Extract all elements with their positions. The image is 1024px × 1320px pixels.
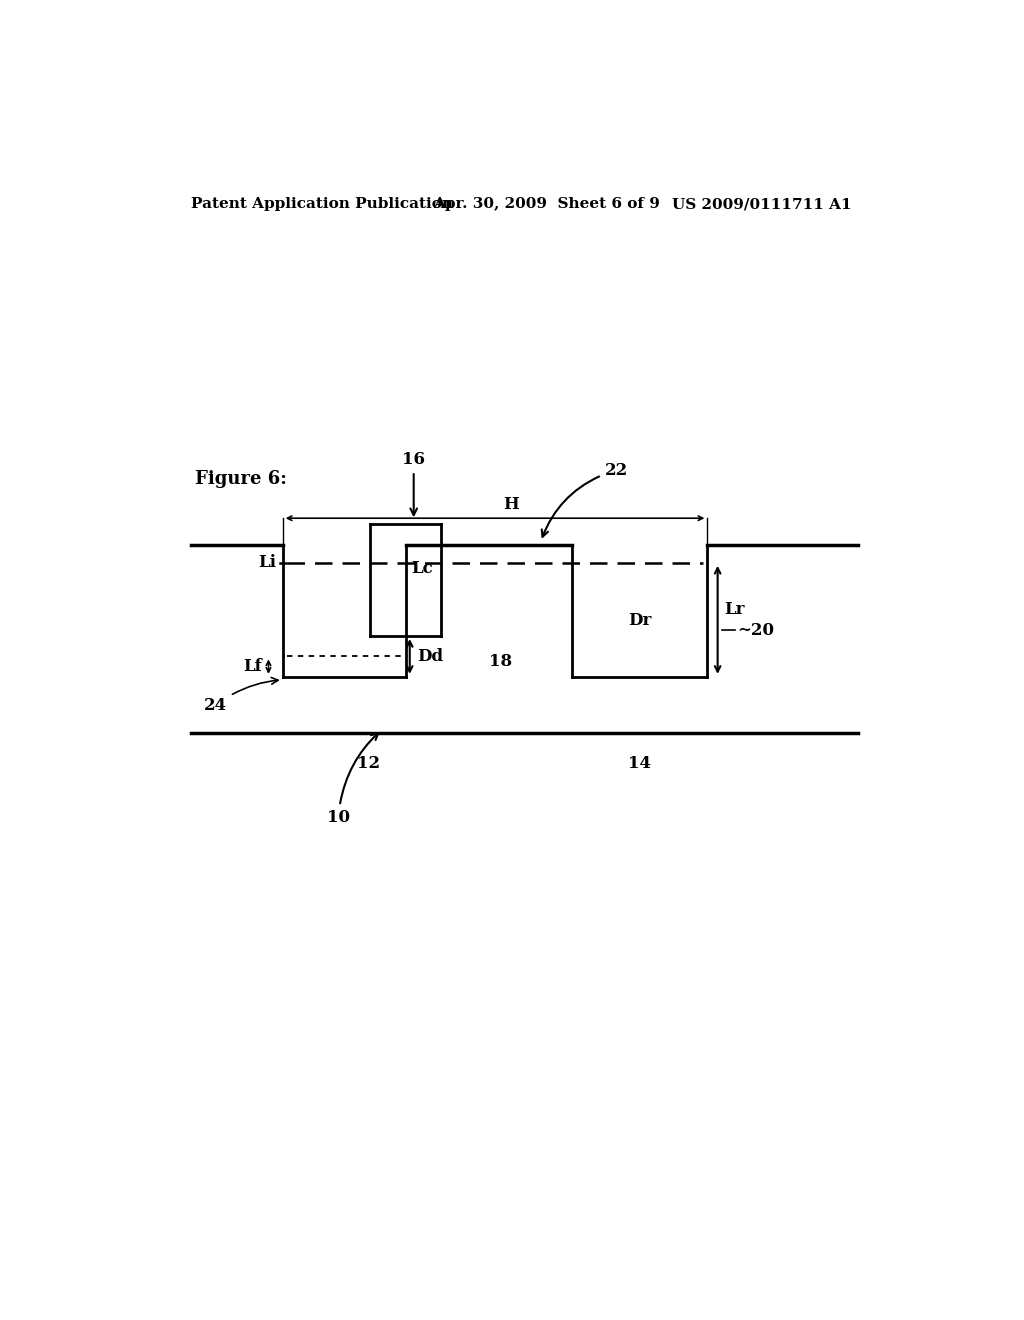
- Text: Lr: Lr: [724, 601, 744, 618]
- Text: 12: 12: [356, 755, 380, 772]
- Text: Apr. 30, 2009  Sheet 6 of 9: Apr. 30, 2009 Sheet 6 of 9: [433, 197, 660, 211]
- Text: H: H: [503, 496, 519, 513]
- Text: Figure 6:: Figure 6:: [196, 470, 288, 487]
- Text: 24: 24: [204, 677, 279, 714]
- Text: 14: 14: [629, 755, 651, 772]
- Text: Li: Li: [258, 554, 276, 572]
- Text: Dd: Dd: [418, 648, 443, 665]
- Text: Lf: Lf: [244, 659, 262, 675]
- Text: 18: 18: [489, 653, 512, 671]
- Text: 22: 22: [542, 462, 628, 537]
- Text: Dr: Dr: [628, 612, 651, 630]
- Text: 16: 16: [402, 451, 425, 515]
- Text: Lc: Lc: [411, 560, 432, 577]
- Text: 10: 10: [327, 733, 378, 826]
- Text: Patent Application Publication: Patent Application Publication: [191, 197, 454, 211]
- Text: ∼20: ∼20: [737, 622, 774, 639]
- Text: US 2009/0111711 A1: US 2009/0111711 A1: [672, 197, 851, 211]
